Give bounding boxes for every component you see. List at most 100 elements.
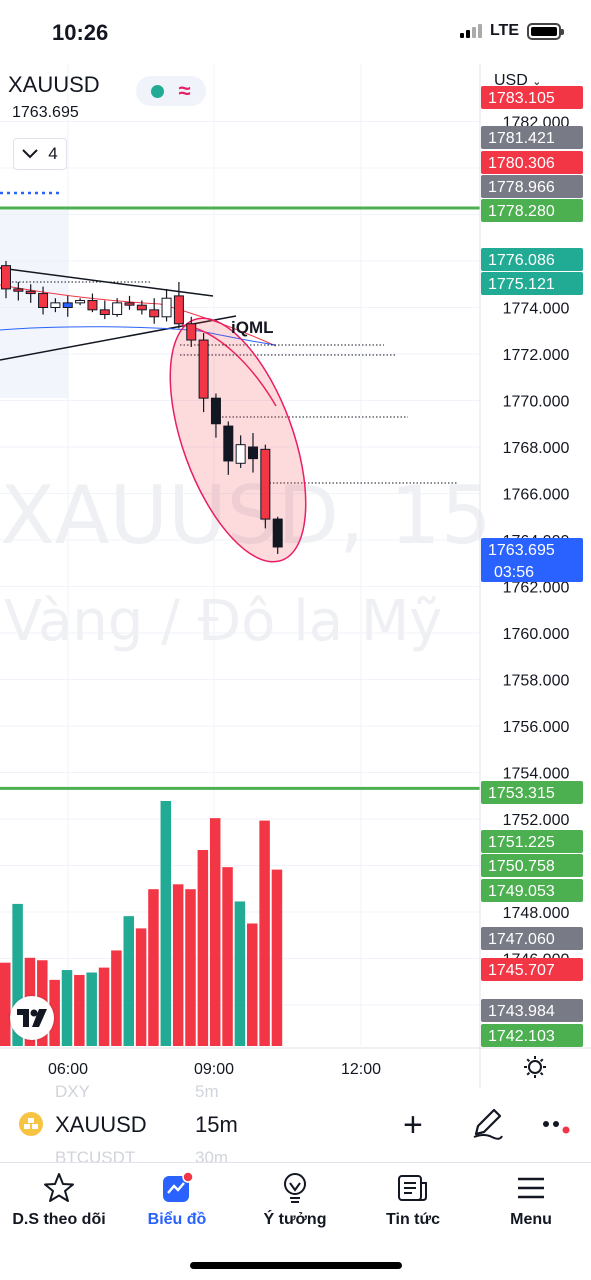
tab-news[interactable]: Tin tức [354,1171,472,1229]
price-tick-label: 1768.000 [503,440,570,457]
price-label: 1749.053 [481,879,583,902]
volume-bar [135,928,147,1046]
volume-bar [247,923,258,1046]
menu-icon [518,1177,544,1199]
price-tick-label: 1770.000 [503,394,570,411]
price-label-bg [481,538,583,582]
volume-bar [12,903,23,1046]
price-label-bg [481,248,583,271]
price-label-bg [481,879,583,902]
tab-label: Menu [510,1211,552,1228]
price-label-bg [481,175,583,198]
candle-body [149,309,160,318]
volume-bar [148,889,159,1046]
network-label: LTE [489,22,519,39]
settings-icon-ring [528,1060,542,1074]
price-label-bg [481,126,583,149]
interval-button[interactable]: 15m [195,1112,238,1137]
signal-icon [459,24,482,38]
tab-watchlist[interactable]: D.S theo dõi [0,1171,118,1229]
candle-body [99,309,110,315]
candle-body [25,290,36,295]
candle-body [62,302,73,309]
status-icons: LTE [459,22,564,40]
tradingview-logo[interactable] [10,996,54,1040]
settings-icon-tooth [539,1071,544,1076]
chart-area[interactable]: XAUUSD, 15 Vàng / Đô la Mỹ iQML 1782.000… [0,64,591,1088]
candle-body [198,339,209,399]
price-label-text: 1776.086 [488,252,555,269]
trendline [0,315,237,361]
tab-ideas[interactable]: Ý tưởng [236,1171,354,1229]
volume-bar [209,818,221,1046]
battery-icon [527,22,564,40]
volume-bar [111,950,122,1046]
tab-label: Ý tưởng [263,1211,327,1228]
watermark-line1: XAUUSD, 15 [0,469,492,562]
candle-body [186,323,197,341]
symbol-button[interactable]: XAUUSD [55,1112,147,1137]
indicators-collapse-button[interactable]: 4 [13,138,67,170]
more-options-icon[interactable] [540,1106,574,1140]
volume-bar [222,867,233,1046]
candle-body [173,295,184,325]
price-tick-label: 1752.000 [503,812,570,829]
ghost-symbol: DXY [55,1082,90,1101]
tv-logo-icon [17,1009,47,1027]
settings-icon-tooth [539,1058,544,1063]
volume-bar [185,889,196,1046]
candle-body [223,425,234,462]
settings-icon[interactable] [524,1056,546,1078]
price-label-bg [481,151,583,174]
volume-bar [0,962,11,1046]
currency-selector[interactable]: USD ⌄ [494,72,541,90]
candle-body [87,300,98,311]
news-icon [398,1175,427,1201]
star-icon [44,1173,74,1202]
price-label-bg [481,958,583,981]
status-time: 10:26 [52,20,109,45]
market-status-pill[interactable]: ≈ [136,76,206,106]
iqml-label[interactable]: iQML [231,318,274,337]
chart-canvas[interactable]: XAUUSD, 15 Vàng / Đô la Mỹ iQML 1782.000… [0,64,591,1088]
tab-label: Tin tức [386,1211,440,1228]
legend-symbol[interactable]: XAUUSD [8,72,100,97]
countdown-label: 03:56 [494,564,534,581]
ghost-interval: 5m [195,1082,219,1101]
volume-bar [271,869,283,1046]
volume-bar [160,801,172,1046]
add-icon[interactable]: + [403,1106,423,1144]
candle-body [235,444,246,464]
price-label-bg [481,830,583,853]
candle-body [124,302,135,306]
moving-average-blue [0,326,277,346]
time-tick-label: 06:00 [48,1061,88,1078]
tab-menu[interactable]: Menu [472,1171,590,1229]
time-tick-label: 09:00 [194,1061,234,1078]
chart-legend: XAUUSD 1763.695 ≈ [8,72,206,122]
drawing-tools-icon[interactable] [470,1106,504,1140]
price-label-text: 1749.053 [488,883,555,900]
tab-chart[interactable]: Biểu đồ [118,1171,236,1229]
volume-bar [98,967,110,1046]
home-indicator [190,1262,402,1269]
price-tick-label: 1772.000 [503,347,570,364]
candle-body [112,302,123,315]
indicator-count: 4 [48,144,58,163]
status-bar: 10:26 LTE [0,0,591,64]
price-label-bg [481,927,583,950]
volume-bar [259,820,270,1046]
price-tick-label: 1762.000 [503,580,570,597]
candle-body [272,518,283,548]
volume-bar [74,974,85,1046]
candle-body [161,297,172,318]
price-label: 1743.984 [481,999,583,1022]
price-label-bg [481,272,583,295]
price-label: 1778.280 [481,199,583,222]
price-tick-label: 1754.000 [503,766,570,783]
volume-bar [61,970,73,1046]
price-label-text: 1753.315 [488,785,555,802]
price-label-bg [481,854,583,877]
symbol-toolbar: DXY 5m BTCUSDT 30m XAUUSD 15m + [0,1082,591,1167]
price-label: 1778.966 [481,175,583,198]
